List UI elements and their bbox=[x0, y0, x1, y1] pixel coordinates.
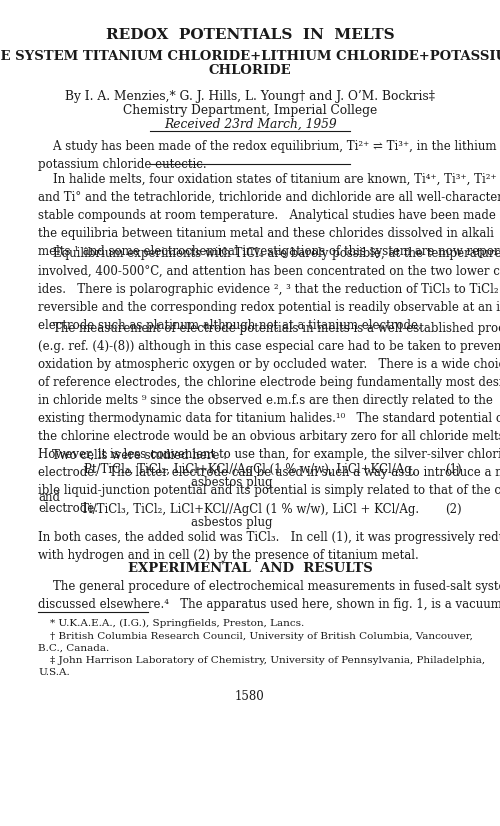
Text: † British Columbia Research Council, University of British Columbia, Vancouver,: † British Columbia Research Council, Uni… bbox=[50, 632, 473, 641]
Text: 1580: 1580 bbox=[235, 690, 265, 703]
Text: ‡ John Harrison Laboratory of Chemistry, University of Pennsylvania, Philadelphi: ‡ John Harrison Laboratory of Chemistry,… bbox=[50, 656, 485, 665]
Text: Ti/TiCl₃, TiCl₂, LiCl+KCl//AgCl (1 % w/w), LiCl + KCl/Ag.: Ti/TiCl₃, TiCl₂, LiCl+KCl//AgCl (1 % w/w… bbox=[81, 503, 419, 516]
Text: In both cases, the added solid was TiCl₃.   In cell (1), it was progressively re: In both cases, the added solid was TiCl₃… bbox=[38, 531, 500, 562]
Text: Chemistry Department, Imperial College: Chemistry Department, Imperial College bbox=[123, 104, 377, 117]
Text: U.S.A.: U.S.A. bbox=[38, 668, 70, 677]
Text: Pt/TiCl₃, TiCl₂, LiCl+KCl//AgCl (1 % w/w), LiCl+KCl/Ag,: Pt/TiCl₃, TiCl₂, LiCl+KCl//AgCl (1 % w/w… bbox=[84, 463, 416, 476]
Text: asbestos plug: asbestos plug bbox=[191, 476, 273, 489]
Text: asbestos plug: asbestos plug bbox=[191, 516, 273, 529]
Text: CHLORIDE: CHLORIDE bbox=[208, 64, 292, 77]
Text: B.C., Canada.: B.C., Canada. bbox=[38, 644, 109, 653]
Text: The measurement of electrode potentials in melts is a well-established procedure: The measurement of electrode potentials … bbox=[38, 322, 500, 515]
Text: Received 23rd March, 1959: Received 23rd March, 1959 bbox=[164, 118, 336, 131]
Text: In halide melts, four oxidation states of titanium are known, Ti⁴⁺, Ti³⁺, Ti²⁺
a: In halide melts, four oxidation states o… bbox=[38, 173, 500, 258]
Text: REDOX  POTENTIALS  IN  MELTS: REDOX POTENTIALS IN MELTS bbox=[106, 28, 395, 42]
Text: A study has been made of the redox equilibrium, Ti²⁺ ⇌ Ti³⁺, in the lithium chlo: A study has been made of the redox equil… bbox=[38, 140, 500, 171]
Text: (1): (1) bbox=[446, 463, 462, 476]
Text: EXPERIMENTAL  AND  RESULTS: EXPERIMENTAL AND RESULTS bbox=[128, 562, 372, 575]
Text: Equilibrium experiments with TiCl₄ are barely possible, at the temperatures
invo: Equilibrium experiments with TiCl₄ are b… bbox=[38, 247, 500, 332]
Text: and: and bbox=[38, 491, 60, 504]
Text: The general procedure of electrochemical measurements in fused-salt systems has : The general procedure of electrochemical… bbox=[38, 580, 500, 611]
Text: Two cells were studied here :: Two cells were studied here : bbox=[52, 449, 227, 462]
Text: THE SYSTEM TITANIUM CHLORIDE+LITHIUM CHLORIDE+POTASSIUM: THE SYSTEM TITANIUM CHLORIDE+LITHIUM CHL… bbox=[0, 50, 500, 63]
Text: By I. A. Menzies,* G. J. Hills, L. Young† and J. O’M. Bockris‡: By I. A. Menzies,* G. J. Hills, L. Young… bbox=[65, 90, 435, 103]
Text: * U.K.A.E.A., (I.G.), Springfields, Preston, Lancs.: * U.K.A.E.A., (I.G.), Springfields, Pres… bbox=[50, 619, 304, 628]
Text: (2): (2) bbox=[446, 503, 462, 516]
